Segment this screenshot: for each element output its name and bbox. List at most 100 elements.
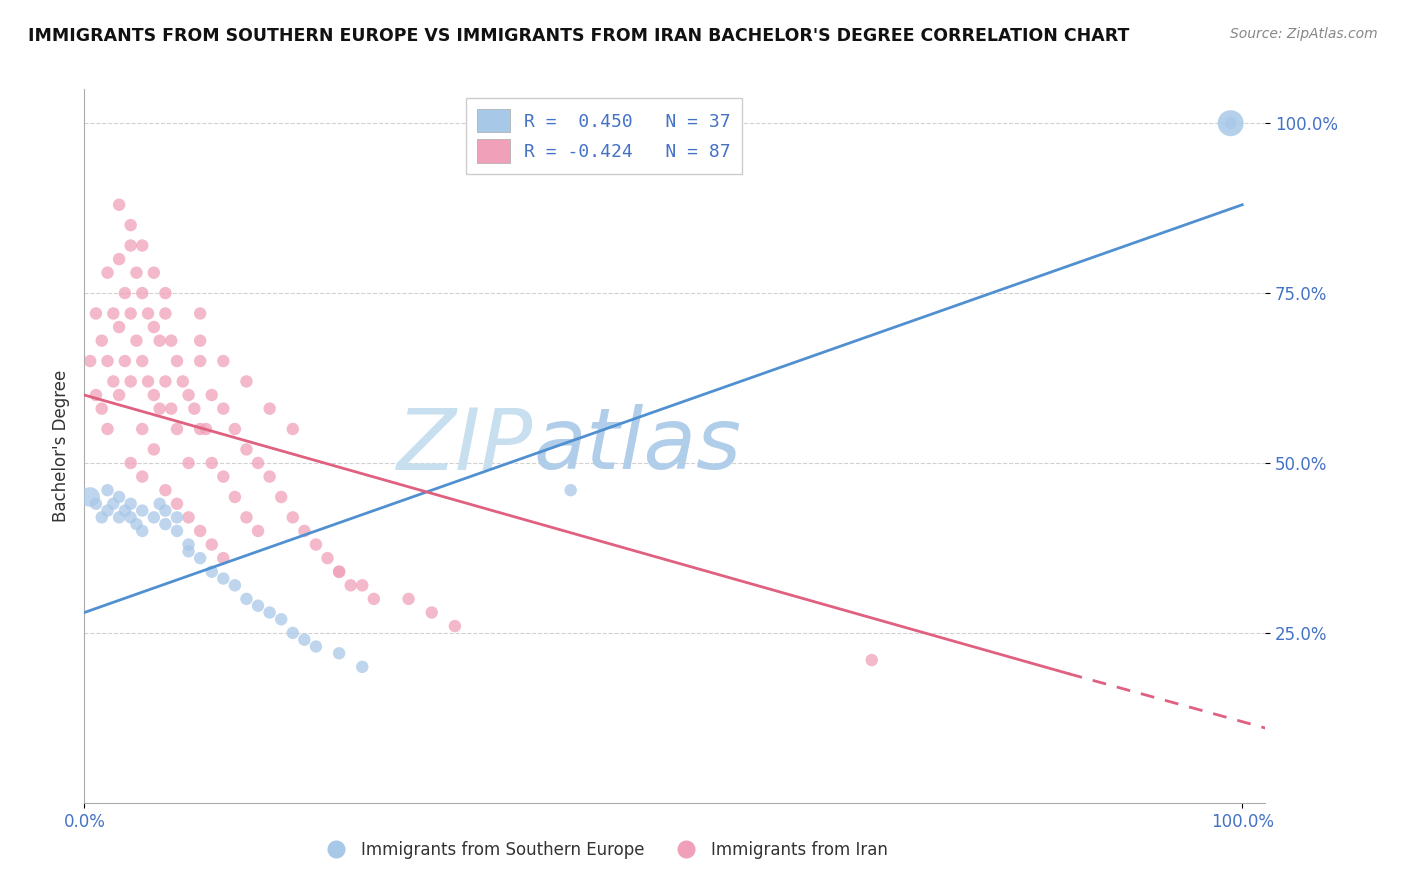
Point: [177, 544, 200, 558]
Point: [270, 490, 292, 504]
Point: [136, 306, 159, 320]
Point: [131, 354, 153, 368]
Point: [166, 497, 188, 511]
Point: [108, 198, 131, 212]
Point: [96, 422, 118, 436]
Point: [84, 388, 107, 402]
Point: [201, 565, 224, 579]
Point: [108, 388, 131, 402]
Point: [363, 591, 385, 606]
Point: [155, 375, 177, 389]
Point: [188, 334, 211, 348]
Point: [96, 266, 118, 280]
Point: [235, 375, 257, 389]
Point: [125, 334, 148, 348]
Point: [166, 524, 188, 538]
Point: [149, 497, 172, 511]
Point: [166, 422, 188, 436]
Point: [160, 334, 183, 348]
Point: [201, 388, 224, 402]
Point: [125, 266, 148, 280]
Point: [212, 401, 235, 416]
Point: [235, 510, 257, 524]
Point: [292, 632, 315, 647]
Point: [316, 551, 339, 566]
Point: [120, 510, 142, 524]
Point: [224, 490, 246, 504]
Point: [212, 354, 235, 368]
Point: [120, 306, 142, 320]
Point: [131, 503, 153, 517]
Point: [155, 306, 177, 320]
Point: [259, 606, 281, 620]
Point: [108, 252, 131, 266]
Point: [224, 578, 246, 592]
Point: [90, 510, 112, 524]
Point: [142, 320, 165, 334]
Point: [142, 388, 165, 402]
Point: [136, 375, 159, 389]
Point: [305, 537, 328, 551]
Point: [120, 497, 142, 511]
Point: [155, 286, 177, 301]
Point: [103, 306, 125, 320]
Point: [235, 591, 257, 606]
Point: [131, 286, 153, 301]
Point: [281, 626, 304, 640]
Text: IMMIGRANTS FROM SOUTHERN EUROPE VS IMMIGRANTS FROM IRAN BACHELOR'S DEGREE CORREL: IMMIGRANTS FROM SOUTHERN EUROPE VS IMMIG…: [28, 27, 1129, 45]
Point: [142, 442, 165, 457]
Point: [131, 422, 153, 436]
Point: [281, 510, 304, 524]
Point: [155, 517, 177, 532]
Point: [84, 306, 107, 320]
Point: [212, 572, 235, 586]
Point: [444, 619, 467, 633]
Point: [177, 537, 200, 551]
Point: [188, 551, 211, 566]
Point: [212, 551, 235, 566]
Point: [84, 497, 107, 511]
Point: [247, 599, 270, 613]
Point: [131, 238, 153, 252]
Point: [142, 510, 165, 524]
Point: [96, 503, 118, 517]
Point: [194, 422, 217, 436]
Point: [177, 456, 200, 470]
Text: atlas: atlas: [533, 404, 741, 488]
Point: [90, 334, 112, 348]
Legend: Immigrants from Southern Europe, Immigrants from Iran: Immigrants from Southern Europe, Immigra…: [314, 835, 896, 866]
Point: [108, 320, 131, 334]
Point: [160, 401, 183, 416]
Point: [235, 442, 257, 457]
Point: [177, 388, 200, 402]
Point: [339, 578, 361, 592]
Point: [860, 653, 883, 667]
Point: [114, 286, 136, 301]
Point: [188, 354, 211, 368]
Point: [201, 456, 224, 470]
Point: [259, 401, 281, 416]
Point: [166, 510, 188, 524]
Point: [328, 565, 350, 579]
Point: [328, 565, 350, 579]
Point: [149, 334, 172, 348]
Point: [114, 503, 136, 517]
Point: [96, 483, 118, 498]
Point: [125, 517, 148, 532]
Point: [188, 524, 211, 538]
Point: [352, 578, 374, 592]
Point: [183, 401, 205, 416]
Point: [172, 375, 194, 389]
Point: [114, 354, 136, 368]
Point: [90, 401, 112, 416]
Point: [96, 354, 118, 368]
Point: [247, 524, 270, 538]
Point: [212, 469, 235, 483]
Point: [201, 537, 224, 551]
Point: [142, 266, 165, 280]
Point: [270, 612, 292, 626]
Point: [108, 490, 131, 504]
Point: [120, 456, 142, 470]
Point: [247, 456, 270, 470]
Point: [224, 422, 246, 436]
